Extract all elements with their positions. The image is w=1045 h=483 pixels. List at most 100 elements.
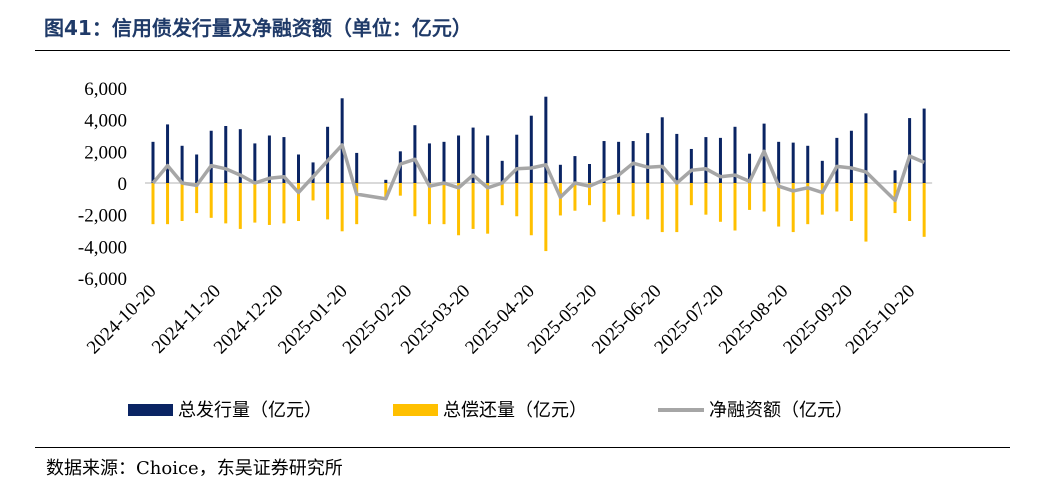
repay-bar: [238, 183, 242, 229]
issue-bar: [704, 137, 708, 183]
issue-bar: [675, 133, 679, 183]
repay-bar: [631, 183, 635, 217]
legend-label-issue: 总发行量（亿元）: [178, 400, 322, 421]
repay-bar: [602, 183, 606, 222]
repay-bar: [457, 183, 461, 236]
repay-bar: [733, 183, 737, 231]
repay-bar: [660, 183, 664, 233]
issue-bar: [311, 162, 315, 183]
repay-bar: [267, 183, 271, 225]
issue-bar: [209, 130, 213, 183]
y-tick-label: 6,000: [84, 79, 127, 100]
issue-bar: [820, 160, 824, 183]
repay-bar: [195, 183, 199, 214]
title-rule: [35, 50, 1010, 51]
legend-label-repay: 总偿还量（亿元）: [443, 400, 587, 421]
issue-bar: [544, 96, 548, 183]
issue-bar: [588, 164, 591, 183]
issue-bar: [151, 141, 155, 183]
issue-bar: [602, 141, 606, 183]
repay-bar: [558, 183, 562, 216]
issue-bar: [486, 135, 490, 183]
x-tick-label: 2024-10-20: [83, 281, 161, 359]
repay-bar: [253, 183, 257, 223]
legend-swatch-repay: [393, 404, 438, 416]
repay-bar: [471, 183, 475, 229]
repay-bar: [704, 183, 708, 215]
repay-bar: [297, 183, 300, 221]
repay-bar: [835, 183, 839, 212]
bars: [151, 96, 926, 252]
repay-bar: [151, 183, 155, 225]
repay-bar: [166, 183, 170, 225]
issue-bar: [238, 129, 242, 183]
y-tick-label: 4,000: [84, 111, 127, 132]
repay-bar: [515, 183, 519, 217]
repay-bar: [675, 183, 679, 233]
repay-bar: [718, 183, 722, 222]
issue-bar: [791, 142, 795, 183]
issue-bar: [166, 124, 170, 183]
repay-bar: [646, 183, 650, 220]
issue-bar: [646, 133, 650, 183]
x-tick-label: 2025-08-20: [715, 281, 793, 359]
x-axis: 2024-10-202024-11-202024-12-202025-01-20…: [83, 281, 919, 359]
issue-bar: [384, 179, 388, 183]
issue-bar: [180, 145, 184, 183]
issue-bar: [777, 141, 781, 183]
repay-bar: [791, 183, 795, 233]
issue-bar: [529, 115, 533, 183]
repay-bar: [806, 183, 810, 225]
repay-bar: [762, 183, 766, 212]
repay-bar: [442, 183, 446, 225]
repay-bar: [922, 183, 926, 237]
repay-bar: [864, 183, 868, 242]
issue-bar: [355, 152, 359, 183]
source-rule: [35, 447, 1010, 448]
issue-bar: [748, 153, 752, 183]
issue-bar: [849, 130, 853, 183]
issue-bar: [573, 156, 577, 183]
y-tick-label: 2,000: [84, 142, 127, 163]
issue-bar: [718, 137, 722, 183]
repay-bar: [849, 183, 853, 221]
issue-bar: [457, 135, 461, 183]
y-tick-label: -6,000: [78, 269, 127, 290]
repay-bar: [427, 183, 431, 225]
legend: 总发行量（亿元） 总偿还量（亿元） 净融资额（亿元）: [128, 400, 853, 421]
issue-bar: [413, 125, 417, 183]
issue-bar: [660, 117, 664, 183]
repay-bar: [588, 183, 591, 206]
repay-bar: [689, 183, 693, 206]
source-note: 数据来源：Choice，东吴证券研究所: [46, 458, 343, 479]
issue-bar: [282, 137, 286, 183]
repay-bar: [180, 183, 184, 221]
repay-bar: [908, 183, 912, 221]
issue-bar: [471, 127, 475, 183]
y-axis: -6,000 -4,000 -2,000 0 2,000 4,000 6,000: [78, 79, 127, 290]
x-tick-label: 2025-01-20: [274, 281, 352, 359]
issue-bar: [864, 113, 868, 183]
repay-bar: [340, 183, 344, 232]
y-tick-label: -4,000: [78, 237, 127, 258]
repay-bar: [326, 183, 330, 220]
issue-bar: [835, 137, 839, 183]
repay-bar: [224, 183, 228, 224]
legend-label-net: 净融资额（亿元）: [709, 400, 853, 421]
issue-bar: [253, 143, 257, 183]
issue-bar: [267, 135, 271, 183]
issue-bar: [806, 145, 810, 183]
repay-bar: [500, 183, 504, 206]
y-tick-label: 0: [118, 174, 128, 195]
repay-bar: [486, 183, 490, 234]
repay-bar: [617, 183, 621, 215]
net-financing-line: [151, 143, 925, 203]
issue-bar: [617, 141, 621, 183]
y-tick-label: -2,000: [78, 206, 127, 227]
issue-bar: [922, 108, 926, 183]
repay-bar: [209, 183, 213, 218]
repay-bar: [544, 183, 548, 252]
issue-bar: [224, 126, 228, 183]
repay-bar: [573, 183, 577, 211]
